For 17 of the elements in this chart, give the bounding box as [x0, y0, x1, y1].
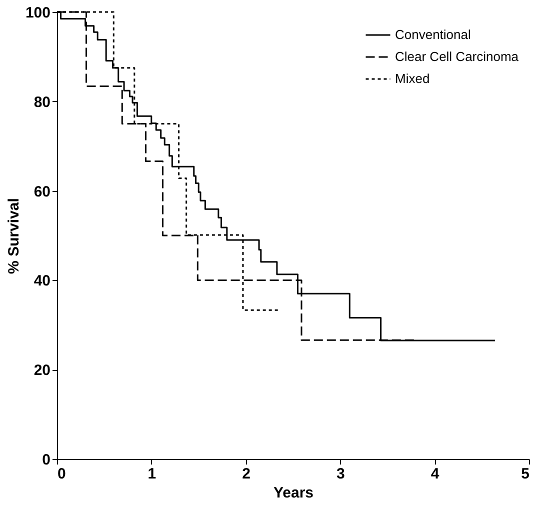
x-tick-label: 0: [58, 466, 66, 482]
y-tick-label: 80: [34, 94, 50, 111]
x-tick-label: 1: [148, 466, 156, 482]
legend-label: Clear Cell Carcinoma: [395, 49, 520, 64]
legend-label: Mixed: [395, 71, 430, 86]
y-tick-label: 100: [25, 4, 50, 22]
y-tick-label: 20: [34, 362, 50, 380]
legend-label: Conventional: [395, 27, 471, 42]
y-tick-label: 60: [34, 183, 50, 200]
x-tick-label: 5: [521, 466, 530, 482]
y-axis-title: % Survival: [5, 198, 22, 274]
y-tick-label: 40: [34, 272, 50, 290]
y-tick-label: 0: [42, 452, 50, 468]
x-tick-label: 4: [430, 466, 440, 482]
x-tick-label: 2: [242, 466, 250, 482]
x-tick-label: 3: [336, 466, 345, 482]
x-axis-title: Years: [273, 484, 314, 502]
